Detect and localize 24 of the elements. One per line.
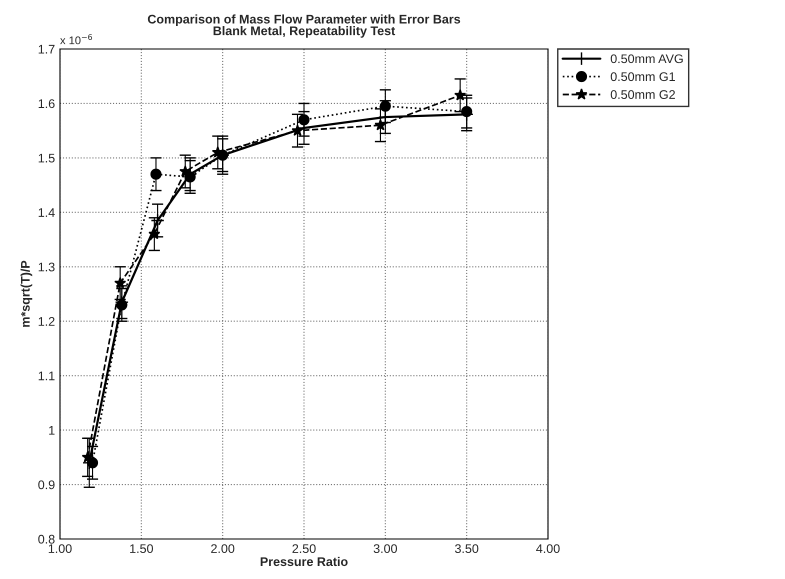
x-tick-label: 2.50 [292, 544, 316, 554]
x-axis-title: Pressure Ratio [260, 556, 348, 566]
legend-label: 0.50mm G1 [610, 72, 675, 82]
x-tick-label: 1.00 [48, 544, 72, 554]
y-axis-title: m*sqrt(T)/P [20, 260, 32, 327]
legend-label: 0.50mm G2 [610, 90, 675, 99]
x-tick-label: 1.50 [130, 544, 154, 554]
text: x 10$^{−6}$ [60, 34, 92, 44]
y-tick-label: 0.8 [38, 534, 55, 544]
y-tick-label: 1.3 [38, 262, 55, 272]
chart-title: Comparison of Mass Flow Parameter with Error Bars Blank Metal, Repeatability Test [148, 14, 460, 38]
y-tick-label: 1.5 [38, 154, 55, 163]
y-tick-label: 1.1 [38, 372, 55, 380]
y-tick-label: 1.2 [38, 317, 55, 326]
x-tick-label: 2.00 [211, 544, 234, 554]
legend-label: 0.50mm AVG [610, 54, 683, 64]
y-tick-label: 1 [49, 426, 55, 435]
y-tick-label: 0.9 [38, 480, 55, 490]
y-tick-label: 1.7 [38, 44, 55, 54]
x-tick-label: 4.00 [536, 544, 560, 554]
x-tick-label: 3.50 [454, 544, 478, 554]
y-tick-label: 1.6 [38, 99, 55, 108]
x-tick-label: 3.00 [374, 544, 398, 554]
y-tick-label: 1.4 [38, 208, 55, 217]
